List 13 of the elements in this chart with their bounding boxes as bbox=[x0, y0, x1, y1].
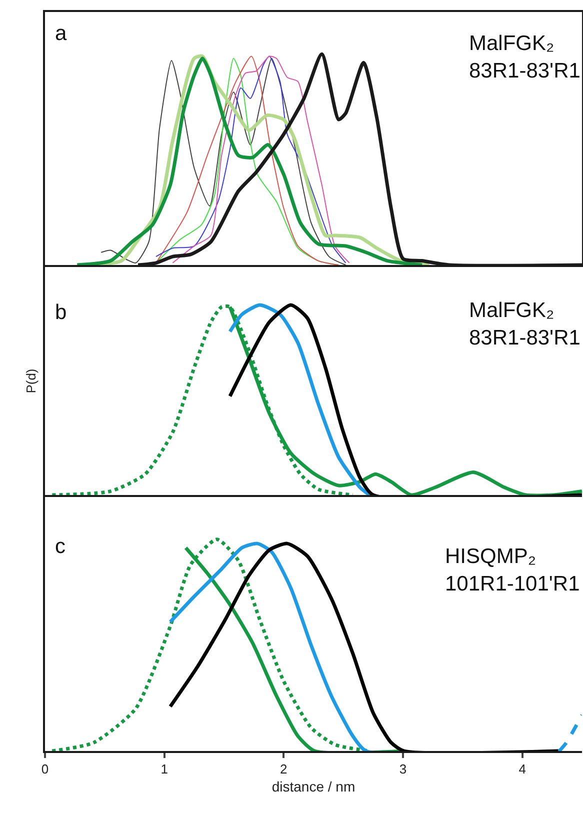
annotation: MalFGK₂ 83R1-83'R1 bbox=[469, 299, 580, 350]
text: a bbox=[55, 22, 67, 45]
x-tick-label: 3 bbox=[399, 762, 407, 777]
x-tick-label: 2 bbox=[280, 762, 288, 777]
x-axis-title: distance / nm bbox=[272, 778, 356, 794]
x-tick-label: 1 bbox=[160, 762, 168, 777]
x-tick-label: 4 bbox=[518, 762, 526, 777]
x-tick-label: 0 bbox=[41, 762, 49, 777]
annotation: HISQMP₂ 101R1-101'R1 bbox=[445, 545, 580, 596]
annotation: MalFGK₂ 83R1-83'R1 bbox=[469, 32, 580, 82]
annotation: c bbox=[55, 535, 66, 558]
y-axis-title: P(d) bbox=[23, 368, 38, 394]
annotation: b bbox=[55, 301, 67, 324]
